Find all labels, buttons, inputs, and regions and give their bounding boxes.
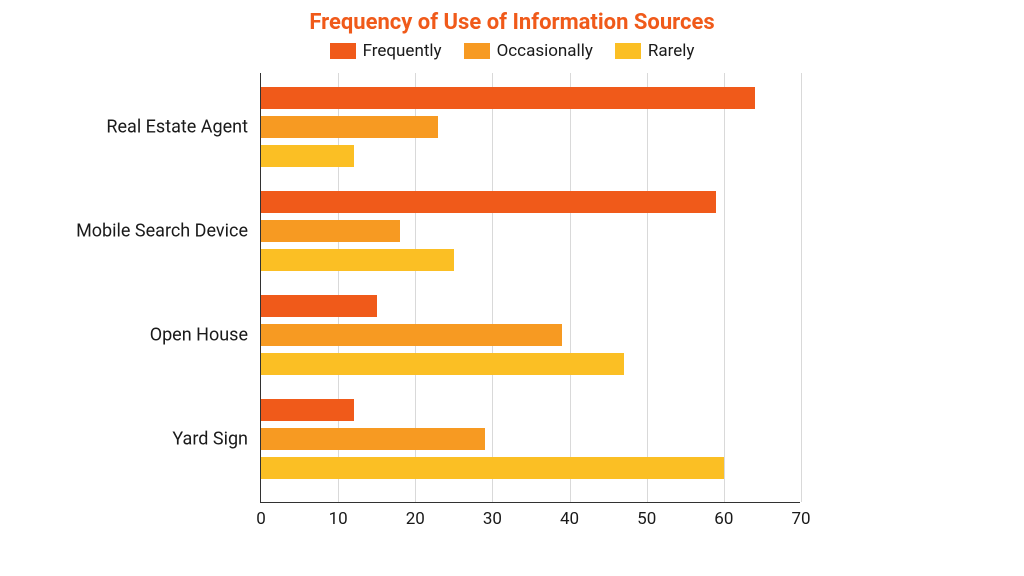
x-tick-label: 20: [406, 509, 425, 529]
bar: [261, 324, 562, 346]
bar: [261, 295, 377, 317]
gridline: [724, 73, 725, 502]
legend-swatch: [330, 43, 356, 59]
bar: [261, 116, 438, 138]
gridline: [492, 73, 493, 502]
legend-item: Rarely: [615, 41, 695, 61]
bar: [261, 353, 624, 375]
x-tick-label: 70: [791, 509, 810, 529]
bar: [261, 428, 485, 450]
plot-area: 010203040506070Real Estate AgentMobile S…: [260, 73, 800, 503]
chart-container: Frequency of Use of Information Sources …: [0, 10, 1024, 576]
legend-item: Frequently: [330, 41, 442, 61]
y-axis-label: Open House: [150, 325, 248, 346]
bar: [261, 249, 454, 271]
legend-swatch: [464, 43, 490, 59]
bar: [261, 145, 354, 167]
gridline: [570, 73, 571, 502]
bar: [261, 87, 755, 109]
bar: [261, 220, 400, 242]
x-tick-label: 30: [483, 509, 502, 529]
bar: [261, 191, 716, 213]
y-axis-label: Real Estate Agent: [106, 117, 248, 138]
legend-item: Occasionally: [464, 41, 593, 61]
legend-label: Frequently: [363, 41, 442, 61]
legend-swatch: [615, 43, 641, 59]
bar: [261, 457, 724, 479]
legend-label: Occasionally: [497, 41, 593, 61]
y-axis-label: Mobile Search Device: [76, 221, 248, 242]
legend-label: Rarely: [648, 41, 695, 61]
x-tick-label: 60: [714, 509, 733, 529]
x-tick-label: 10: [329, 509, 348, 529]
x-tick-label: 50: [637, 509, 656, 529]
y-axis-label: Yard Sign: [172, 429, 248, 450]
legend: Frequently Occasionally Rarely: [0, 41, 1024, 61]
gridline: [801, 73, 802, 502]
x-tick-label: 0: [256, 509, 266, 529]
gridline: [647, 73, 648, 502]
chart-title: Frequency of Use of Information Sources: [0, 10, 1024, 35]
x-tick-label: 40: [560, 509, 579, 529]
bar: [261, 399, 354, 421]
